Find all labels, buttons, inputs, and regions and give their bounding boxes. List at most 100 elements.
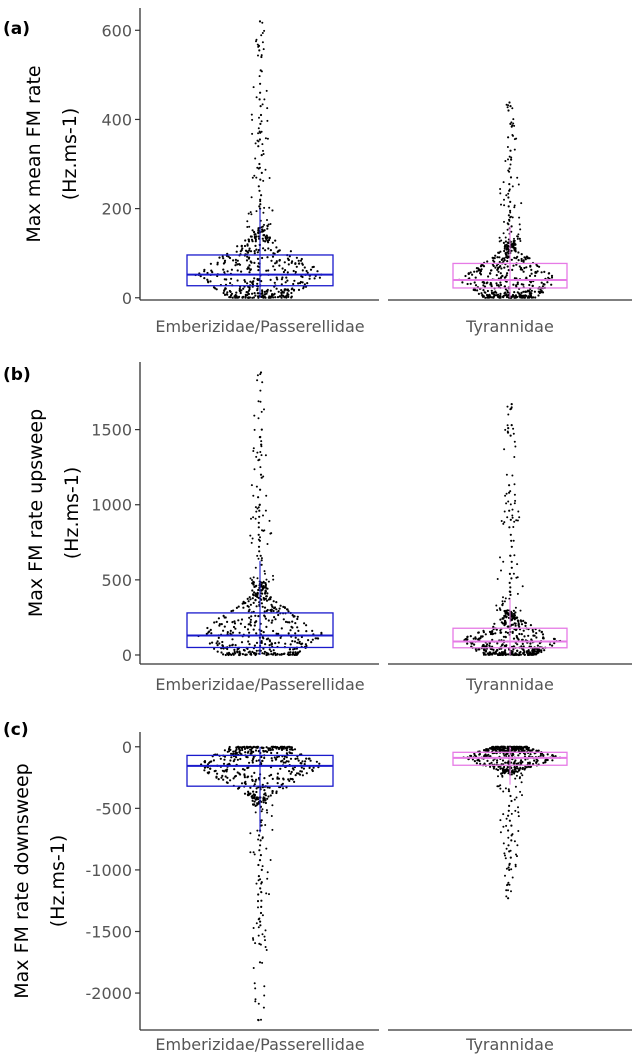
data-point [511,516,514,519]
series-tyrannidae [452,745,568,900]
data-point [232,625,236,629]
data-point [246,250,249,253]
data-point [251,281,254,284]
data-point [260,746,264,749]
data-point [503,772,506,775]
data-point [253,982,256,985]
data-point [519,293,522,296]
data-point [290,291,293,295]
data-point [274,239,277,242]
data-point [534,271,537,274]
data-point [511,769,514,772]
data-point [273,268,276,271]
data-point [261,381,264,384]
data-point [272,296,275,299]
data-point [499,767,502,770]
outlier-point [259,82,262,85]
y-tick-label: 200 [101,200,132,219]
data-point [261,636,264,639]
data-point [518,632,521,636]
data-point [246,604,249,608]
data-point [206,271,209,275]
data-point [241,653,244,656]
data-point [540,650,543,654]
data-point [481,281,484,284]
data-point [257,588,260,592]
data-point [256,257,260,260]
data-point [255,746,258,749]
data-point [461,281,464,284]
outlier-point [260,55,263,59]
data-point [262,475,265,478]
data-point [262,48,265,51]
data-point [211,271,214,274]
data-point [512,122,515,125]
data-point [514,759,517,762]
data-point [249,603,252,606]
data-point [262,1006,265,1009]
data-point [548,643,552,646]
data-point [224,775,227,778]
data-point [272,609,275,613]
data-point [293,748,297,751]
data-point [302,767,305,770]
outlier-point [258,509,261,512]
data-point [473,752,476,755]
outlier-point [260,563,263,566]
data-point [506,883,509,886]
data-point [504,236,507,239]
data-point [498,260,501,264]
data-point [278,264,281,267]
data-point [492,759,495,762]
data-point [257,557,260,560]
data-point [498,296,501,299]
data-point [521,638,524,641]
data-point [298,773,302,776]
data-point [499,629,502,632]
data-point [234,627,237,630]
data-point [492,648,495,652]
data-point [263,290,266,293]
data-point [503,204,506,207]
data-point [276,746,279,749]
outlier-point [507,790,511,793]
data-point [502,294,505,297]
data-point [249,577,252,580]
data-point [251,761,254,764]
series-emberizidae-passerellidae [186,745,334,1022]
data-point [289,629,292,632]
data-point [522,747,525,750]
data-point [228,762,231,765]
data-point [302,287,305,290]
y-tick-label: 600 [101,21,132,40]
data-point [311,768,314,772]
data-point [510,215,512,218]
data-point [252,927,255,929]
data-point [268,786,271,789]
data-point [217,636,220,640]
data-point [253,783,256,786]
data-point [504,761,507,764]
data-point [267,223,270,226]
data-point [502,560,505,563]
data-point [238,653,241,657]
outlier-point [257,44,261,48]
data-point [505,274,508,277]
data-point [253,414,256,417]
data-point [209,628,212,632]
data-point [236,650,239,653]
data-point [284,620,288,624]
outlier-point [258,942,261,945]
data-point [216,261,219,264]
outlier-point [259,844,262,847]
data-point [511,514,514,517]
series-tyrannidae [452,403,568,657]
data-point [280,296,283,299]
data-point [297,629,300,633]
data-point [490,289,493,292]
data-point [203,769,206,772]
data-point [507,653,510,656]
data-point [283,652,286,655]
data-point [224,287,227,290]
y-axis-title-line1: Max mean FM rate [23,65,45,242]
